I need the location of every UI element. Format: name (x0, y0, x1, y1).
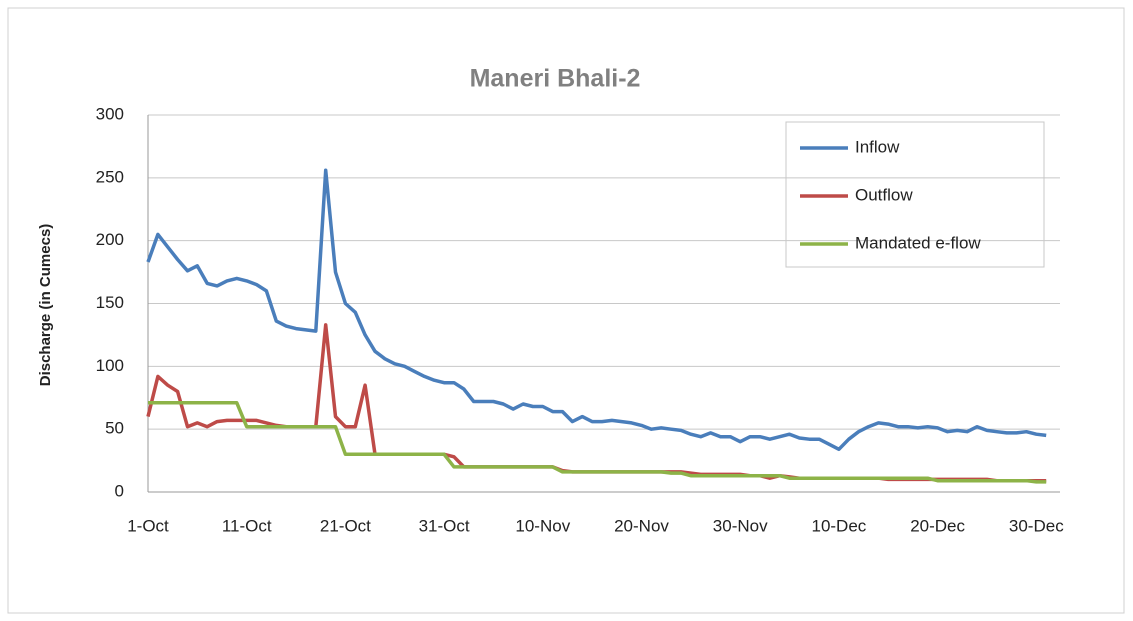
legend-label: Inflow (855, 137, 900, 156)
chart-title: Maneri Bhali-2 (470, 65, 641, 93)
x-tick-label: 30-Dec (1009, 516, 1064, 535)
y-axis-label: Discharge (in Cumecs) (37, 224, 54, 387)
x-tick-label: 1-Oct (127, 516, 169, 535)
y-tick-label: 250 (96, 167, 124, 186)
x-tick-label: 10-Dec (811, 516, 866, 535)
legend-label: Mandated e-flow (855, 233, 981, 252)
x-tick-label: 11-Oct (222, 516, 272, 535)
x-tick-label: 31-Oct (419, 516, 470, 535)
y-tick-label: 100 (96, 356, 124, 375)
y-tick-label: 150 (96, 293, 124, 312)
x-tick-label: 20-Dec (910, 516, 965, 535)
legend-label: Outflow (855, 185, 913, 204)
y-tick-label: 300 (96, 104, 124, 123)
x-tick-label: 30-Nov (713, 516, 768, 535)
x-tick-label: 10-Nov (515, 516, 570, 535)
y-tick-label: 0 (115, 481, 124, 500)
chart: Maneri Bhali-2 Discharge (in Cumecs) 0 50… (0, 0, 1133, 621)
y-tick-label: 50 (105, 419, 124, 438)
y-tick-label: 200 (96, 230, 124, 249)
x-tick-label: 20-Nov (614, 516, 669, 535)
x-tick-label: 21-Oct (320, 516, 371, 535)
